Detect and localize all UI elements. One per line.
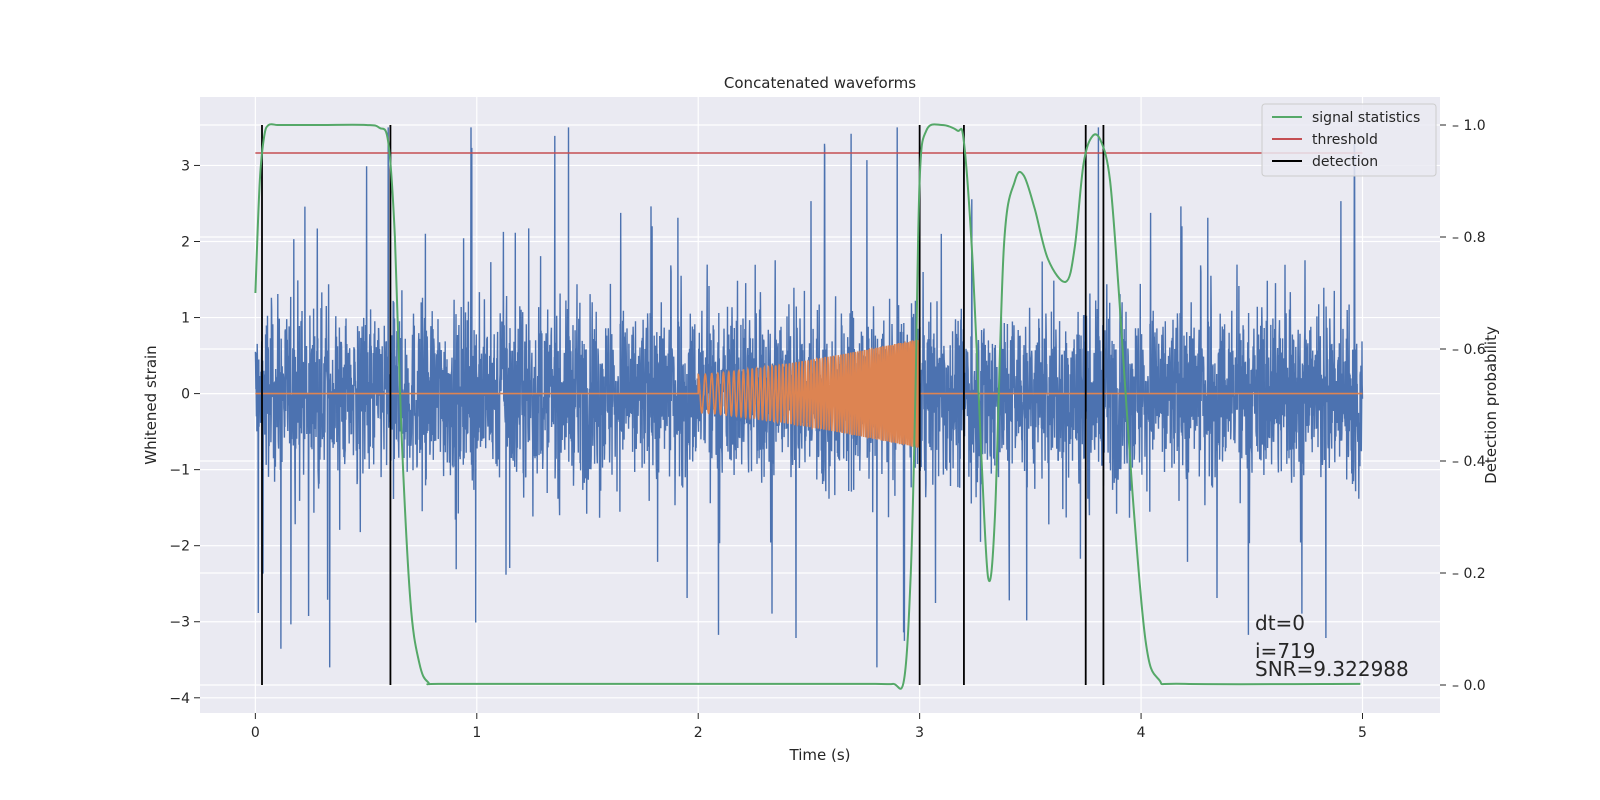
x-tick-label: 4 — [1137, 725, 1146, 741]
y2-tick-label: – 1.0 — [1452, 118, 1486, 134]
annotation-snr: SNR=9.322988 — [1255, 657, 1409, 681]
y2-axis-ticks: – 0.0 – 0.2 – 0.4 – 0.6 – 0.8 – 1.0 — [1440, 118, 1486, 694]
legend: signal statistics threshold detection — [1261, 103, 1437, 177]
grid — [200, 97, 1440, 713]
x-axis-ticks: 0 1 2 3 4 5 — [251, 713, 1367, 741]
y2-tick-label: – 0.0 — [1452, 678, 1486, 694]
legend-label-threshold: threshold — [1312, 132, 1378, 148]
y2-tick-label: – 0.6 — [1452, 342, 1486, 358]
x-tick-label: 1 — [472, 725, 481, 741]
y-tick-label: 1 — [181, 311, 190, 327]
y-tick-label: −3 — [169, 615, 190, 631]
x-tick-label: 0 — [251, 725, 260, 741]
legend-box — [1261, 103, 1437, 177]
x-tick-label: 5 — [1358, 725, 1367, 741]
detection-lines — [261, 125, 1105, 685]
chart-title: Concatenated waveforms — [724, 74, 916, 92]
y-tick-label: −1 — [169, 463, 190, 479]
legend-label-detection: detection — [1312, 154, 1378, 170]
annotation-dt: dt=0 — [1255, 611, 1305, 635]
x-tick-label: 2 — [694, 725, 703, 741]
y-tick-label: −4 — [169, 691, 190, 707]
signal-statistics-curve — [254, 123, 1361, 690]
y-tick-label: 3 — [181, 158, 190, 174]
y2-axis-title: Detection probability — [1482, 326, 1500, 484]
y-tick-label: 2 — [181, 234, 190, 250]
y2-tick-label: – 0.4 — [1452, 454, 1486, 470]
injection-trace — [255, 338, 1363, 448]
y2-tick-label: – 0.2 — [1452, 566, 1486, 582]
injected-waveform — [255, 338, 1363, 448]
signal-statistics-trace — [254, 123, 1361, 690]
y-axis-title: Whitened strain — [142, 345, 160, 464]
y-tick-label: −2 — [169, 539, 190, 555]
y-axis-ticks: −4 −3 −2 −1 0 1 2 3 — [169, 158, 200, 707]
y-tick-label: 0 — [181, 387, 190, 403]
x-tick-label: 3 — [915, 725, 924, 741]
y2-tick-label: – 0.8 — [1452, 230, 1486, 246]
x-axis-title: Time (s) — [789, 746, 851, 764]
legend-label-signal-statistics: signal statistics — [1312, 110, 1420, 126]
annotation-i: i=719 — [1255, 639, 1316, 663]
